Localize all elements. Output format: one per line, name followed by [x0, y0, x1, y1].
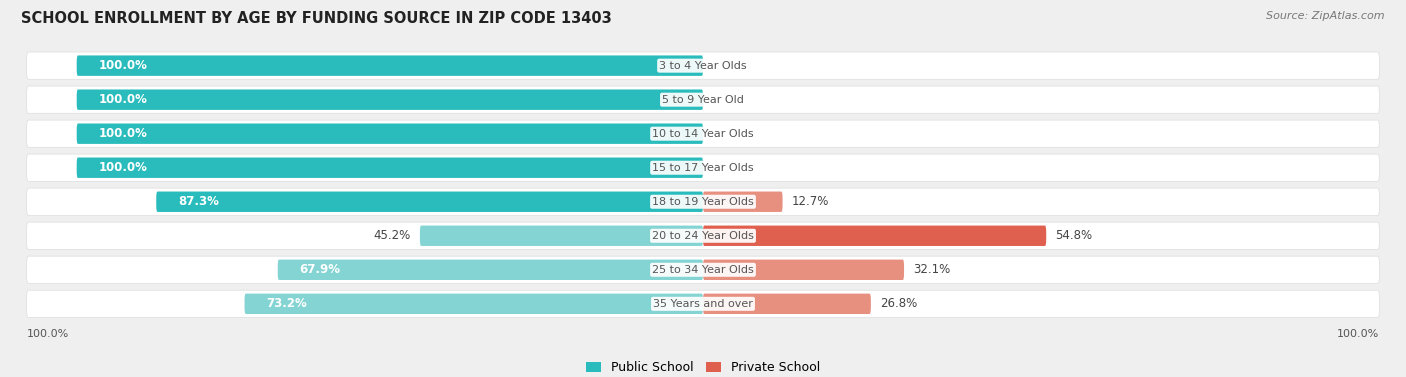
FancyBboxPatch shape	[27, 256, 1379, 284]
FancyBboxPatch shape	[27, 290, 1379, 317]
FancyBboxPatch shape	[77, 124, 703, 144]
FancyBboxPatch shape	[77, 89, 703, 110]
Text: 5 to 9 Year Old: 5 to 9 Year Old	[662, 95, 744, 105]
FancyBboxPatch shape	[703, 294, 870, 314]
Text: 100.0%: 100.0%	[98, 161, 148, 174]
Text: 26.8%: 26.8%	[880, 297, 918, 310]
FancyBboxPatch shape	[703, 260, 904, 280]
Text: 100.0%: 100.0%	[98, 93, 148, 106]
Text: Source: ZipAtlas.com: Source: ZipAtlas.com	[1267, 11, 1385, 21]
FancyBboxPatch shape	[703, 192, 783, 212]
FancyBboxPatch shape	[420, 225, 703, 246]
Text: 10 to 14 Year Olds: 10 to 14 Year Olds	[652, 129, 754, 139]
FancyBboxPatch shape	[77, 158, 703, 178]
FancyBboxPatch shape	[278, 260, 703, 280]
FancyBboxPatch shape	[27, 86, 1379, 113]
Text: 100.0%: 100.0%	[1337, 329, 1379, 339]
FancyBboxPatch shape	[27, 120, 1379, 147]
Text: 100.0%: 100.0%	[98, 127, 148, 140]
Text: 18 to 19 Year Olds: 18 to 19 Year Olds	[652, 197, 754, 207]
Text: 20 to 24 Year Olds: 20 to 24 Year Olds	[652, 231, 754, 241]
FancyBboxPatch shape	[245, 294, 703, 314]
Text: 100.0%: 100.0%	[98, 59, 148, 72]
Legend: Public School, Private School: Public School, Private School	[581, 356, 825, 377]
Text: 67.9%: 67.9%	[299, 263, 340, 276]
FancyBboxPatch shape	[27, 52, 1379, 79]
Text: 3 to 4 Year Olds: 3 to 4 Year Olds	[659, 61, 747, 70]
Text: 54.8%: 54.8%	[1056, 229, 1092, 242]
Text: 35 Years and over: 35 Years and over	[652, 299, 754, 309]
Text: 15 to 17 Year Olds: 15 to 17 Year Olds	[652, 163, 754, 173]
FancyBboxPatch shape	[27, 188, 1379, 215]
Text: SCHOOL ENROLLMENT BY AGE BY FUNDING SOURCE IN ZIP CODE 13403: SCHOOL ENROLLMENT BY AGE BY FUNDING SOUR…	[21, 11, 612, 26]
Text: 45.2%: 45.2%	[373, 229, 411, 242]
Text: 32.1%: 32.1%	[914, 263, 950, 276]
FancyBboxPatch shape	[27, 154, 1379, 181]
Text: 87.3%: 87.3%	[179, 195, 219, 208]
Text: 100.0%: 100.0%	[27, 329, 69, 339]
Text: 25 to 34 Year Olds: 25 to 34 Year Olds	[652, 265, 754, 275]
FancyBboxPatch shape	[703, 225, 1046, 246]
Text: 73.2%: 73.2%	[267, 297, 308, 310]
FancyBboxPatch shape	[156, 192, 703, 212]
FancyBboxPatch shape	[77, 55, 703, 76]
Text: 12.7%: 12.7%	[792, 195, 830, 208]
FancyBboxPatch shape	[27, 222, 1379, 249]
